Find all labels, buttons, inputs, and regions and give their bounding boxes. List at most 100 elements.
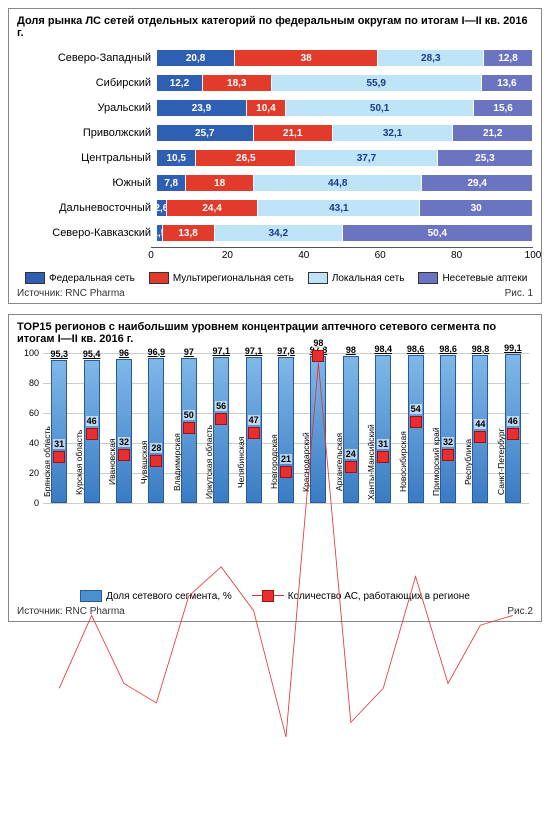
chart1-segment: 37,7 xyxy=(296,150,438,166)
chart1-row-label: Дальневосточный xyxy=(21,202,157,214)
chart2-footer: Источник: RNC Pharma Рис.2 xyxy=(17,606,533,617)
chart2-ytick: 20 xyxy=(29,468,39,478)
chart2-marker-label: 47 xyxy=(248,415,260,425)
chart2-marker xyxy=(345,461,357,473)
legend-swatch xyxy=(25,272,45,284)
chart1-segment: 24,4 xyxy=(167,200,259,216)
chart1-segment: 13,6 xyxy=(482,75,533,91)
chart1-row: Северо-Кавказский1,513,834,250,4 xyxy=(21,222,533,244)
chart2-column: 96,9 xyxy=(140,347,172,503)
chart2-marker xyxy=(377,451,389,463)
chart2-marker xyxy=(442,449,454,461)
chart2-marker-label: 21 xyxy=(280,454,292,464)
chart1-row-label: Приволжский xyxy=(21,127,157,139)
chart2-column: 96 xyxy=(108,348,140,503)
chart2-marker-label: 24 xyxy=(345,449,357,459)
chart1-legend-item: Локальная сеть xyxy=(308,272,405,284)
legend-label: Федеральная сеть xyxy=(49,273,135,284)
chart1-segment: 25,7 xyxy=(157,125,254,141)
chart2-ytick: 40 xyxy=(29,438,39,448)
chart2-xlabels: Брянская областьКурская областьИвановска… xyxy=(43,504,529,586)
chart1-xtick: 100 xyxy=(525,250,542,261)
chart2-bar-value: 98 xyxy=(346,345,356,355)
chart1-row-bar: 12,218,355,913,6 xyxy=(157,75,533,91)
chart1-body: Северо-Западный20,83828,312,8Сибирский12… xyxy=(21,47,533,264)
chart1-row-bar: 7,81844,829,4 xyxy=(157,175,533,191)
chart2-bar-value: 97,1 xyxy=(212,346,230,356)
chart2-marker-label: 54 xyxy=(410,404,422,414)
chart1-segment: 43,1 xyxy=(258,200,420,216)
chart2-bar xyxy=(213,357,229,503)
chart1-row-label: Южный xyxy=(21,177,157,189)
chart2-legend-line: Количество АС, работающих в регионе xyxy=(252,590,470,602)
chart1-segment: 18 xyxy=(186,175,254,191)
chart1-xtick: 60 xyxy=(375,250,386,261)
chart1-segment: 38 xyxy=(235,50,378,66)
chart2-marker-label: 28 xyxy=(150,443,162,453)
chart2-ytick: 100 xyxy=(24,348,39,358)
chart1-row-bar: 2,624,443,130 xyxy=(157,200,533,216)
chart2-marker xyxy=(410,416,422,428)
chart1-segment: 29,4 xyxy=(422,175,533,191)
chart1-segment: 13,8 xyxy=(163,225,215,241)
chart2-bar-value: 95,4 xyxy=(83,349,101,359)
chart2-bar-value: 97 xyxy=(184,347,194,357)
chart1-row: Южный7,81844,829,4 xyxy=(21,172,533,194)
chart2-column: 97,8 xyxy=(302,345,334,503)
chart2-bar xyxy=(51,360,67,503)
chart1-legend: Федеральная сеть Мультирегиональная сеть Л… xyxy=(25,272,533,284)
chart1-panel: Доля рынка ЛС сетей отдельных категорий … xyxy=(8,8,542,304)
chart2-marker xyxy=(215,413,227,425)
chart1-segment: 10,4 xyxy=(247,100,286,116)
chart2-ytick: 80 xyxy=(29,378,39,388)
chart2-marker xyxy=(474,431,486,443)
chart1-row: Приволжский25,721,132,121,2 xyxy=(21,122,533,144)
chart2-marker-label: 46 xyxy=(507,416,519,426)
chart2-figlabel: Рис.2 xyxy=(507,606,533,617)
chart2-marker xyxy=(312,350,324,362)
chart2-source: Источник: RNC Pharma xyxy=(17,606,125,617)
chart2-marker-label: 32 xyxy=(118,437,130,447)
chart1-row-bar: 23,910,450,115,6 xyxy=(157,100,533,116)
chart1-row: Центральный10,526,537,725,3 xyxy=(21,147,533,169)
chart2-bars: 95,395,49696,99797,197,197,697,89898,498… xyxy=(43,353,529,503)
chart2-marker xyxy=(280,466,292,478)
chart1-row: Уральский23,910,450,115,6 xyxy=(21,97,533,119)
chart2-bar-value: 99,1 xyxy=(504,343,522,353)
chart1-legend-item: Несетевые аптеки xyxy=(418,272,527,284)
chart1-row-bar: 1,513,834,250,4 xyxy=(157,225,533,241)
chart1-segment: 2,6 xyxy=(157,200,167,216)
line-series-label: Количество АС, работающих в регионе xyxy=(288,591,470,602)
chart2-plot: 020406080100 95,395,49696,99797,197,197,… xyxy=(43,353,529,504)
chart1-xtick: 20 xyxy=(222,250,233,261)
chart2-bar-value: 96,9 xyxy=(148,347,166,357)
legend-label: Несетевые аптеки xyxy=(442,273,527,284)
chart2-column: 98,6 xyxy=(432,344,464,503)
chart2-legend: Доля сетевого сегмента, % Количество АС,… xyxy=(17,590,533,602)
chart1-segment: 28,3 xyxy=(378,50,484,66)
chart2-bar xyxy=(343,356,359,503)
chart2-bar xyxy=(408,355,424,503)
chart2-marker xyxy=(248,427,260,439)
chart1-source: Источник: RNC Pharma xyxy=(17,288,125,299)
chart2-bar xyxy=(375,355,391,503)
chart2-ytick: 0 xyxy=(34,498,39,508)
chart2-legend-bar: Доля сетевого сегмента, % xyxy=(80,590,232,602)
chart1-row-label: Центральный xyxy=(21,152,157,164)
chart2-panel: TOP15 регионов с наибольшим уровнем конц… xyxy=(8,314,542,622)
chart2-marker xyxy=(118,449,130,461)
chart1-legend-item: Мультирегиональная сеть xyxy=(149,272,294,284)
chart1-segment: 20,8 xyxy=(157,50,235,66)
chart2-marker-label: 31 xyxy=(53,439,65,449)
chart1-figlabel: Рис. 1 xyxy=(505,288,533,299)
chart2-bar-value: 98,8 xyxy=(472,344,490,354)
chart2-bar xyxy=(278,357,294,503)
chart2-marker xyxy=(150,455,162,467)
chart1-legend-item: Федеральная сеть xyxy=(25,272,135,284)
chart2-marker-label: 98 xyxy=(312,338,324,348)
chart2-marker xyxy=(507,428,519,440)
chart1-segment: 25,3 xyxy=(438,150,533,166)
chart1-row-bar: 25,721,132,121,2 xyxy=(157,125,533,141)
chart1-segment: 32,1 xyxy=(333,125,454,141)
legend-swatch xyxy=(308,272,328,284)
